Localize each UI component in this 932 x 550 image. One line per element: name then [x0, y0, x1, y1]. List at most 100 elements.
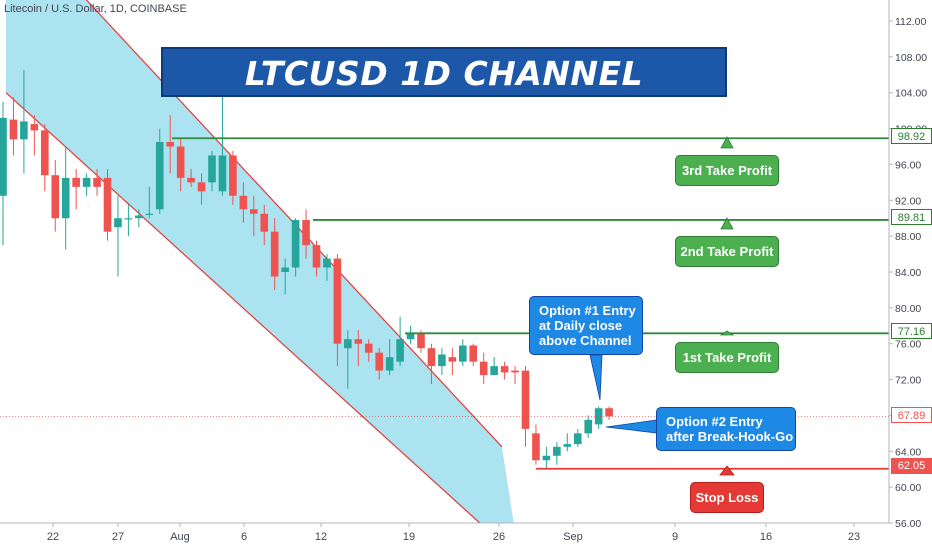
candle-body — [490, 366, 498, 376]
candle-body — [72, 177, 80, 187]
option1-arrow — [589, 354, 603, 401]
candle-body — [208, 155, 216, 183]
price-tag-current: 67.89 — [891, 407, 932, 423]
y-tick-label: 92.00 — [895, 195, 921, 207]
y-tick-label: 80.00 — [895, 303, 921, 315]
candle-body — [82, 177, 91, 187]
option2-callout: Option #2 Entry after Break-Hook-Go — [656, 407, 796, 451]
take-profit-arrow — [720, 136, 734, 149]
y-tick-label: 72.00 — [895, 375, 921, 387]
y-tick-label: 88.00 — [895, 231, 921, 243]
candle-body — [187, 177, 195, 183]
symbol-label: Litecoin / U.S. Dollar, 1D, COINBASE — [4, 3, 187, 15]
candle-body — [260, 213, 269, 232]
x-tick-label: 12 — [315, 531, 327, 543]
y-tick-label: 112.00 — [895, 16, 926, 28]
y-tick-label: 60.00 — [895, 482, 921, 494]
candle-body — [417, 332, 425, 349]
candle-body — [542, 455, 551, 461]
y-tick-label: 64.00 — [895, 446, 921, 458]
candle-body — [354, 339, 363, 344]
x-tick-label: 27 — [112, 531, 124, 543]
candle-body — [406, 332, 415, 340]
chart-title: LTCUSD 1D CHANNEL BREAKOUT — [161, 47, 727, 143]
x-tick-label: 26 — [493, 531, 505, 543]
candle-body — [427, 348, 436, 367]
candle-body — [385, 357, 394, 371]
candle-body — [41, 130, 49, 176]
candle-body — [51, 175, 60, 219]
candle-body — [459, 345, 467, 362]
candle-body — [114, 218, 122, 228]
candle-body — [124, 218, 133, 220]
x-tick-label: 9 — [672, 531, 678, 543]
candle-body — [448, 357, 457, 362]
levels-group — [0, 137, 889, 470]
candle-body — [218, 155, 227, 192]
candle-body — [302, 220, 310, 246]
candle-body — [0, 117, 7, 196]
x-tick-label: 19 — [403, 531, 415, 543]
candle-body — [469, 345, 478, 362]
candle-body — [364, 343, 373, 353]
candle-body — [103, 177, 112, 232]
candle-body — [573, 433, 582, 445]
candle-body — [396, 339, 404, 362]
tp1-callout-text: 1st Take Profit — [682, 350, 772, 365]
tp3-callout-text: 3rd Take Profit — [681, 163, 773, 178]
candle-body — [323, 258, 331, 268]
x-tick-label: 16 — [760, 531, 772, 543]
candle-body — [229, 155, 237, 196]
tp3-callout: 3rd Take Profit — [675, 155, 779, 186]
candle-body — [270, 231, 279, 277]
y-tick-label: 104.00 — [895, 88, 927, 100]
price-tag-tp2: 89.81 — [891, 209, 932, 225]
candle-body — [438, 354, 446, 367]
candle-body — [30, 124, 39, 131]
y-tick-label: 108.00 — [895, 52, 927, 64]
candles-group — [0, 65, 613, 470]
candle-body — [9, 119, 18, 140]
tp2-callout-text: 2nd Take Profit — [680, 244, 774, 259]
x-tick-label: Sep — [563, 531, 583, 543]
y-tick-label: 76.00 — [895, 339, 921, 351]
tp1-callout: 1st Take Profit — [675, 342, 779, 373]
stop-loss-callout: Stop Loss — [690, 482, 764, 513]
candle-body — [333, 258, 342, 344]
x-tick-label: Aug — [170, 531, 190, 543]
candle-body — [479, 361, 488, 376]
candle-body — [553, 446, 561, 456]
take-profit-arrow — [719, 330, 735, 336]
candle-body — [145, 213, 154, 215]
stop-loss-arrow — [719, 465, 735, 476]
x-tick-label: 6 — [241, 531, 247, 543]
candle-body — [176, 146, 185, 178]
channel-upper-line — [85, 0, 503, 448]
candle-body — [375, 352, 383, 371]
candle-body — [291, 220, 300, 268]
option1-callout-text: Option #1 Entry at Daily close above Cha… — [539, 303, 636, 348]
candle-body — [135, 215, 143, 219]
option2-arrow — [605, 419, 658, 434]
option1-callout: Option #1 Entry at Daily close above Cha… — [529, 296, 643, 355]
channel-lower-line — [5, 92, 511, 550]
candle-body — [605, 408, 613, 417]
option2-callout-text: Option #2 Entry after Break-Hook-Go — [666, 414, 794, 444]
candle-body — [521, 370, 530, 429]
callout-arrows-group — [589, 136, 735, 476]
take-profit-arrow — [720, 217, 734, 230]
candle-body — [532, 433, 540, 461]
candle-body — [563, 444, 572, 447]
tp2-callout: 2nd Take Profit — [675, 236, 779, 267]
price-tag-tp3: 98.92 — [891, 128, 932, 144]
candle-body — [511, 370, 519, 373]
x-tick-label: 23 — [848, 531, 860, 543]
candle-body — [312, 245, 321, 268]
candle-body — [500, 366, 509, 373]
candle-body — [239, 195, 248, 210]
candle-body — [594, 408, 603, 425]
candle-body — [344, 339, 352, 349]
y-tick-label: 96.00 — [895, 159, 921, 171]
